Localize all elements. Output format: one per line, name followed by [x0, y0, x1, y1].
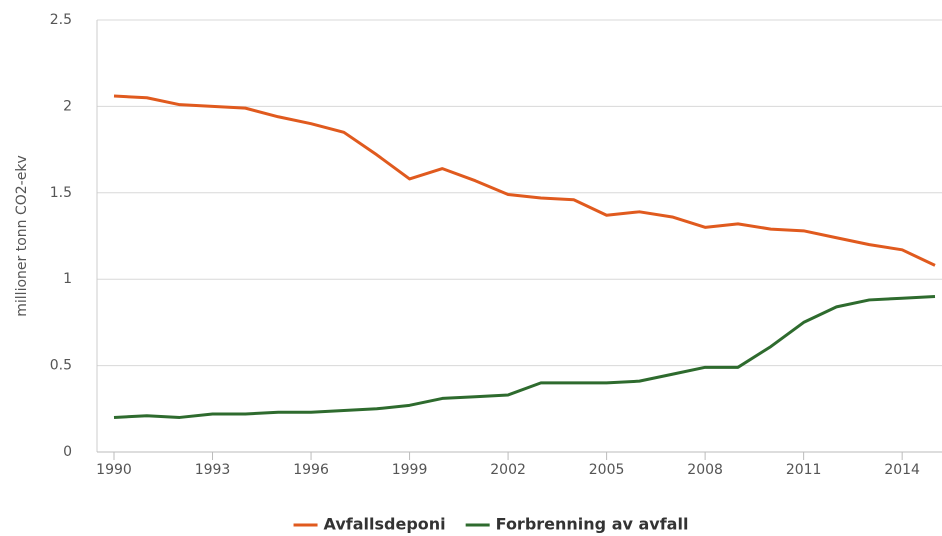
y-tick-label: 2.5 — [50, 12, 72, 28]
x-tick-label: 1996 — [293, 462, 329, 478]
series-line — [113, 94, 936, 267]
x-tick-label: 1990 — [96, 462, 132, 478]
y-tick-label: 0.5 — [50, 358, 72, 374]
y-tick-label: 0 — [63, 444, 72, 460]
legend-label: Avfallsdeponi — [324, 515, 446, 534]
legend: Avfallsdeponi Forbrenning av avfall — [293, 515, 689, 534]
x-tick-label: 1999 — [392, 462, 428, 478]
x-tick-label: 2014 — [884, 462, 920, 478]
y-tick-label: 2 — [63, 98, 72, 114]
x-tick-label: 2008 — [687, 462, 723, 478]
x-tick-label: 2002 — [490, 462, 526, 478]
x-tick-label: 1993 — [195, 462, 231, 478]
x-tick-label: 2005 — [589, 462, 625, 478]
y-tick-label: 1 — [63, 271, 72, 287]
y-tick-label: 1.5 — [50, 185, 72, 201]
legend-label: Forbrenning av avfall — [496, 515, 689, 534]
y-axis-label: millioner tonn CO2-ekv — [14, 155, 30, 316]
series-line — [113, 294, 936, 419]
x-tick-label: 2011 — [786, 462, 822, 478]
